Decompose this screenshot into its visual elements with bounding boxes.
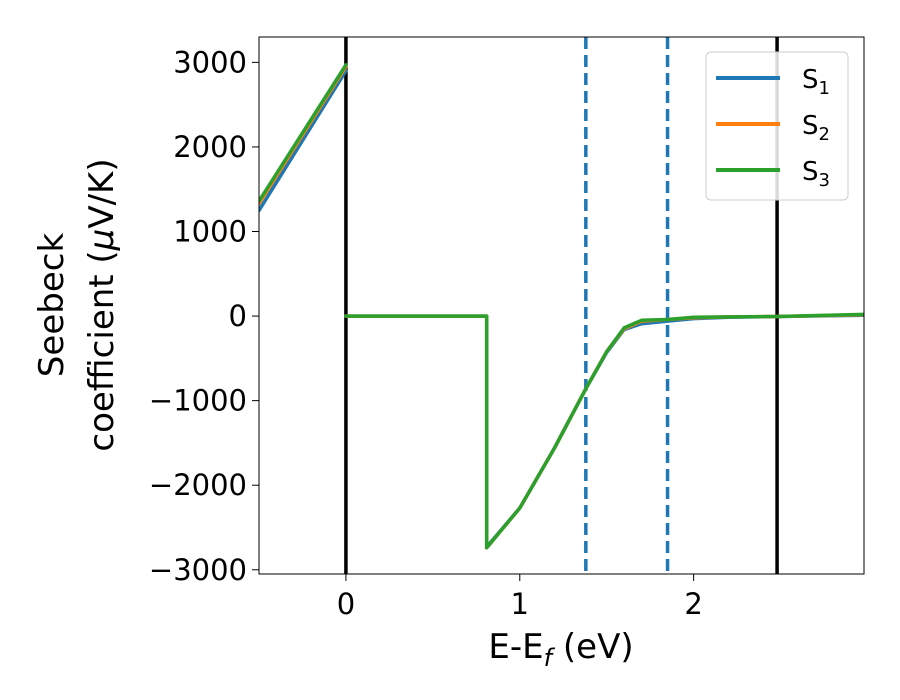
legend: S1 S2 S3: [705, 51, 849, 201]
y-axis-label: Seebeck coefficient (μV/K): [32, 158, 122, 451]
plot-frame: [258, 36, 865, 575]
series-line-s2-seg1: [344, 313, 864, 550]
x-tick-label: 1: [511, 587, 529, 621]
x-tick-label: 0: [337, 587, 355, 621]
y-tick-label: 0: [229, 299, 247, 333]
y-axis-label-line2: coefficient (μV/K): [82, 158, 122, 451]
legend-label-s1: S1: [802, 65, 830, 99]
series-line-s3-seg1: [344, 312, 864, 550]
y-tick-label: −2000: [149, 468, 247, 502]
y-axis-label-line1: Seebeck: [32, 233, 72, 378]
x-axis-ticks: 0 1 2: [337, 574, 703, 621]
legend-label-s3: S3: [802, 157, 830, 191]
y-tick-label: −1000: [149, 384, 247, 418]
series-line-s1-seg0: [259, 69, 348, 213]
y-tick-label: 3000: [173, 45, 247, 79]
y-axis-label-mu: μ: [82, 229, 122, 252]
series-layer: [259, 63, 864, 550]
y-tick-label: 1000: [173, 215, 247, 249]
series-line-s1-seg1: [344, 313, 864, 549]
series-line-s3-seg0: [259, 63, 348, 203]
x-axis-label: E-Ef (eV): [488, 627, 633, 672]
y-axis-ticks: −3000 −2000 −1000 0 1000 2000 3000: [149, 45, 259, 587]
y-tick-label: 2000: [173, 130, 247, 164]
x-tick-label: 2: [684, 587, 702, 621]
legend-label-s2: S2: [802, 111, 830, 145]
y-tick-label: −3000: [149, 553, 247, 587]
